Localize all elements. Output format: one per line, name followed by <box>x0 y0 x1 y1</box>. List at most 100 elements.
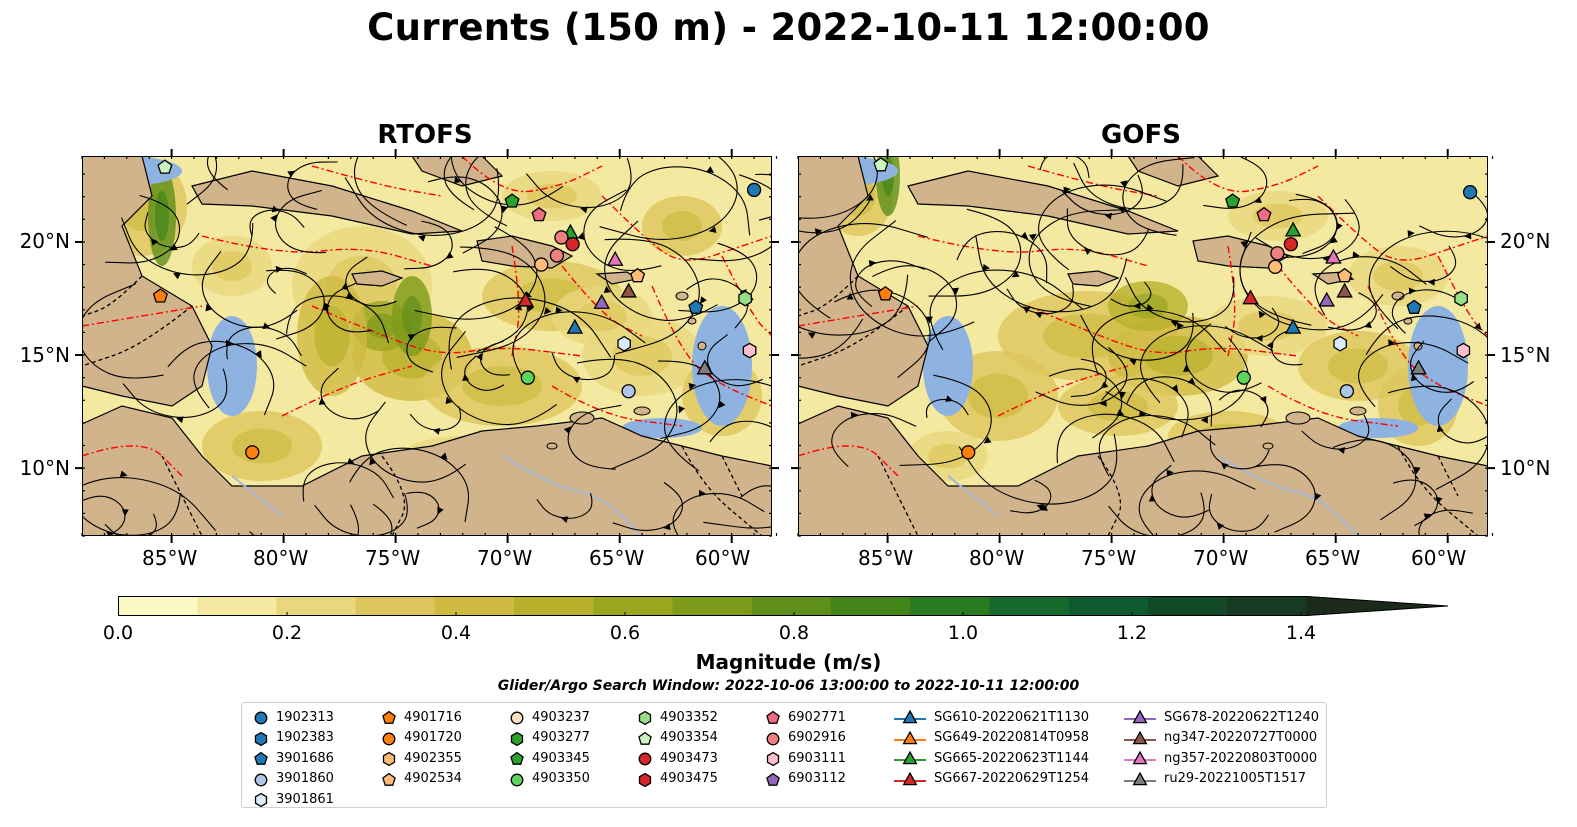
streamline-arrow <box>369 457 376 466</box>
colorbar-swatch <box>355 596 436 616</box>
streamline-arrow <box>603 285 611 294</box>
streamline <box>450 156 564 206</box>
streamline <box>872 265 958 342</box>
streamline <box>1006 284 1074 315</box>
current-magnitude-patch <box>1143 336 1213 376</box>
current-magnitude-patch <box>1328 348 1388 384</box>
streamline <box>1039 156 1090 178</box>
streamline <box>1140 325 1274 404</box>
legend-marker <box>902 709 918 724</box>
streamline <box>1098 414 1216 477</box>
streamline <box>899 374 992 466</box>
island <box>1285 411 1311 425</box>
land-mass <box>476 235 574 269</box>
legend-label: 1902383 <box>276 730 334 746</box>
legend-marker-icon <box>766 772 780 786</box>
colorbar-swatch <box>1227 596 1307 616</box>
legend-label: 3901860 <box>276 771 334 787</box>
legend-label: SG678-20220622T1240 <box>1164 709 1320 725</box>
streamline <box>1208 493 1269 532</box>
streamline <box>1389 245 1457 283</box>
streamline-arrow <box>868 260 877 267</box>
streamline <box>1387 385 1488 491</box>
streamline-arrow <box>1220 462 1229 470</box>
map-marker <box>1268 259 1283 274</box>
shelf-water <box>207 316 257 416</box>
streamline-arrow <box>865 194 874 201</box>
streamline <box>619 166 751 236</box>
map-marker <box>1337 267 1353 283</box>
streamline-arrow <box>346 457 355 465</box>
streamline <box>1419 194 1488 238</box>
map-marker <box>1456 342 1471 359</box>
national-border <box>381 455 406 536</box>
streamline <box>104 513 157 536</box>
map-marker <box>1270 246 1285 261</box>
legend-marker <box>902 750 918 765</box>
legend-marker-icon <box>382 752 396 767</box>
streamline-arrow <box>323 302 331 311</box>
streamline-arrow <box>1187 377 1196 385</box>
streamline <box>193 343 307 409</box>
land-mass <box>798 156 929 407</box>
streamline <box>798 197 872 234</box>
map-marker <box>1284 221 1302 237</box>
lat-tick-20-left: 20°N <box>19 229 70 253</box>
streamline-arrow <box>1410 373 1418 382</box>
legend-marker <box>510 711 524 725</box>
map-marker <box>549 248 565 263</box>
map-marker <box>157 159 173 174</box>
lon-tick-80-rtofs: 80°W <box>253 546 309 570</box>
streamline-arrow <box>462 373 470 381</box>
map-marker <box>746 182 762 198</box>
shelf-water <box>923 316 973 416</box>
streamline <box>1185 323 1262 393</box>
map-marker <box>1225 193 1241 208</box>
streamline-arrow <box>850 411 859 419</box>
legend-entry: 6902916 <box>764 728 846 749</box>
streamline <box>249 504 359 536</box>
streamline <box>1126 376 1213 427</box>
legend-marker <box>766 772 780 786</box>
map-marker <box>606 250 624 266</box>
streamline-arrow <box>312 558 320 566</box>
streamline <box>975 235 1128 313</box>
legend-marker <box>382 752 396 767</box>
streamline-arrow <box>1413 466 1421 475</box>
streamline <box>285 295 390 344</box>
streamline <box>1101 378 1189 438</box>
streamline-arrow <box>846 292 854 300</box>
lat-tick-10-left: 10°N <box>19 456 70 480</box>
streamline-arrow <box>1100 381 1109 389</box>
streamline-arrow <box>580 206 588 214</box>
legend-marker <box>1132 709 1148 724</box>
streamline-arrow <box>176 416 184 424</box>
streamline-arrow <box>1148 494 1156 502</box>
legend-marker-icon <box>510 752 524 766</box>
legend-marker <box>1132 771 1148 786</box>
streamline <box>1038 184 1167 271</box>
streamline <box>1328 292 1377 331</box>
streamline <box>798 274 909 336</box>
current-magnitude-patch <box>232 428 292 464</box>
legend-entry: 3901860 <box>252 769 334 790</box>
legend-entry: SG610-20220621T1130 <box>892 707 1089 728</box>
streamline <box>409 406 462 431</box>
streamline <box>275 189 327 254</box>
colorbar-tick: 1.2 <box>1116 622 1148 644</box>
streamline <box>453 268 529 353</box>
legend-marker-icon <box>510 731 524 746</box>
lat-tick-20-right: 20°N <box>1500 229 1551 253</box>
streamline <box>82 495 126 536</box>
streamline-arrow <box>1036 504 1045 511</box>
streamline <box>707 334 763 387</box>
eez-boundary <box>721 255 772 337</box>
streamline-arrow <box>945 395 954 402</box>
lon-tick-70-gofs: 70°W <box>1193 546 1249 570</box>
legend-marker <box>766 732 780 746</box>
panel-title-rtofs: RTOFS <box>377 120 473 150</box>
legend-marker <box>254 793 268 808</box>
legend-label: ng347-20220727T0000 <box>1164 730 1318 746</box>
streamline <box>441 330 557 426</box>
map-svg <box>75 149 779 543</box>
